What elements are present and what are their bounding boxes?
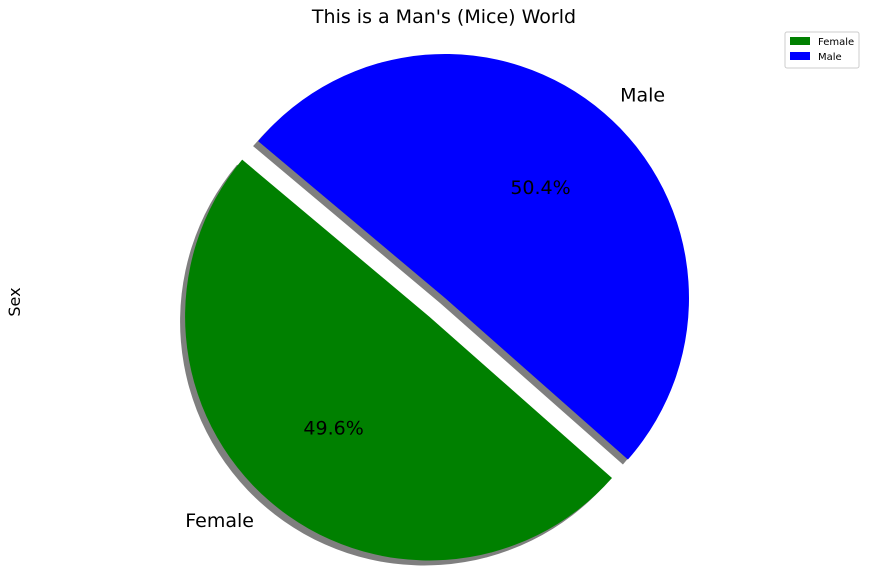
legend-swatch-female — [790, 37, 810, 45]
slice-label-female: Female — [185, 510, 254, 532]
y-axis-label: Sex — [5, 287, 24, 316]
legend-label-female: Female — [818, 37, 854, 48]
chart-title: This is a Man's (Mice) World — [311, 6, 576, 28]
slice-label-male: Male — [620, 85, 665, 107]
legend: Female Male — [784, 31, 860, 69]
pie-slices — [185, 53, 690, 561]
pie-slice-female — [185, 159, 612, 561]
percent-label-female: 49.6% — [303, 417, 363, 439]
pie-labels: Female 49.6% Male 50.4% — [185, 85, 665, 532]
legend-label-male: Male — [818, 52, 842, 63]
percent-label-male: 50.4% — [510, 177, 570, 199]
legend-swatch-male — [790, 52, 810, 60]
pie-slice-male — [258, 53, 690, 460]
